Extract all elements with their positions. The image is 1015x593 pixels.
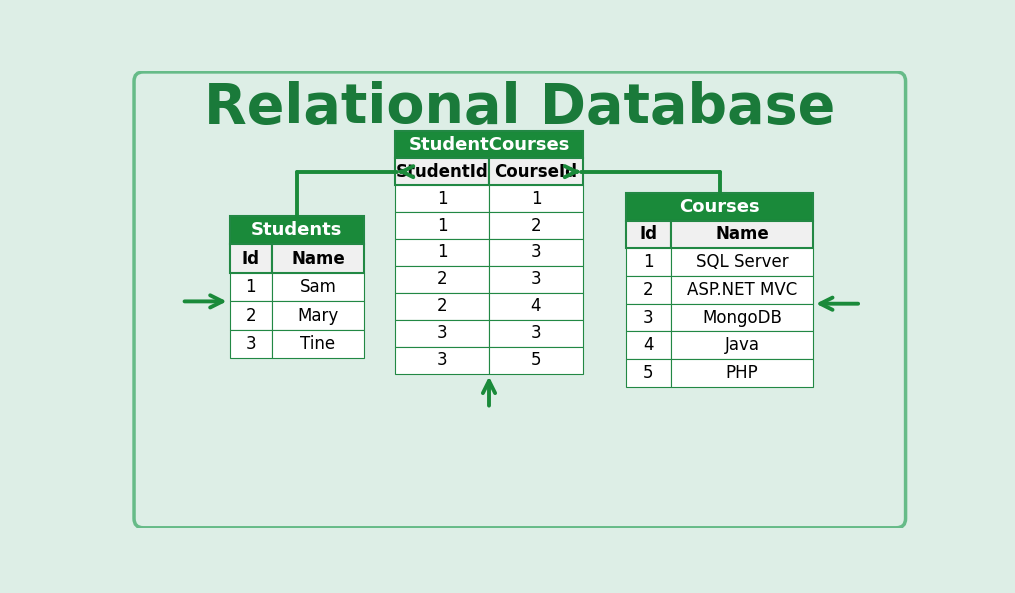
- FancyBboxPatch shape: [626, 331, 671, 359]
- FancyBboxPatch shape: [489, 293, 583, 320]
- FancyBboxPatch shape: [671, 331, 813, 359]
- FancyBboxPatch shape: [626, 359, 671, 387]
- FancyBboxPatch shape: [489, 320, 583, 347]
- Text: MongoDB: MongoDB: [702, 308, 782, 327]
- Text: SQL Server: SQL Server: [695, 253, 789, 271]
- FancyBboxPatch shape: [671, 359, 813, 387]
- Text: 2: 2: [436, 298, 448, 315]
- FancyBboxPatch shape: [395, 293, 489, 320]
- Text: 1: 1: [644, 253, 654, 271]
- Text: 1: 1: [246, 278, 256, 296]
- FancyBboxPatch shape: [671, 276, 813, 304]
- FancyBboxPatch shape: [671, 248, 813, 276]
- Text: 1: 1: [436, 216, 448, 235]
- Text: 2: 2: [246, 307, 256, 324]
- Text: Courses: Courses: [679, 197, 760, 216]
- FancyBboxPatch shape: [229, 216, 364, 244]
- Text: Name: Name: [291, 250, 345, 267]
- Text: Java: Java: [725, 336, 759, 354]
- Text: 2: 2: [531, 216, 541, 235]
- Text: 3: 3: [531, 270, 541, 288]
- Text: Tine: Tine: [300, 335, 336, 353]
- FancyBboxPatch shape: [229, 301, 272, 330]
- FancyBboxPatch shape: [134, 72, 905, 528]
- Text: 4: 4: [644, 336, 654, 354]
- Text: 4: 4: [531, 298, 541, 315]
- Text: Sam: Sam: [299, 278, 337, 296]
- Text: Relational Database: Relational Database: [204, 81, 835, 135]
- Text: 2: 2: [644, 281, 654, 299]
- Text: ASP.NET MVC: ASP.NET MVC: [687, 281, 797, 299]
- Text: Id: Id: [242, 250, 260, 267]
- FancyBboxPatch shape: [395, 239, 489, 266]
- FancyBboxPatch shape: [489, 158, 583, 185]
- FancyBboxPatch shape: [229, 273, 272, 301]
- Text: 3: 3: [531, 324, 541, 342]
- FancyBboxPatch shape: [626, 304, 671, 331]
- FancyBboxPatch shape: [671, 304, 813, 331]
- Text: PHP: PHP: [726, 364, 758, 382]
- FancyBboxPatch shape: [626, 276, 671, 304]
- FancyBboxPatch shape: [272, 244, 364, 273]
- FancyBboxPatch shape: [626, 193, 813, 221]
- FancyBboxPatch shape: [671, 221, 813, 248]
- Text: 3: 3: [436, 351, 448, 369]
- Text: 5: 5: [531, 351, 541, 369]
- Text: StudentId: StudentId: [396, 162, 488, 181]
- FancyBboxPatch shape: [395, 158, 489, 185]
- Text: Students: Students: [251, 221, 343, 239]
- Text: 1: 1: [531, 190, 541, 208]
- Text: 3: 3: [246, 335, 256, 353]
- FancyBboxPatch shape: [626, 248, 671, 276]
- Text: StudentCourses: StudentCourses: [408, 136, 569, 154]
- Text: 5: 5: [644, 364, 654, 382]
- Text: 1: 1: [436, 190, 448, 208]
- Text: Mary: Mary: [297, 307, 339, 324]
- FancyBboxPatch shape: [395, 131, 583, 158]
- FancyBboxPatch shape: [272, 301, 364, 330]
- FancyBboxPatch shape: [489, 266, 583, 293]
- Text: 3: 3: [531, 244, 541, 262]
- FancyBboxPatch shape: [489, 185, 583, 212]
- Text: Id: Id: [639, 225, 658, 243]
- Text: 3: 3: [644, 308, 654, 327]
- Text: Name: Name: [716, 225, 768, 243]
- FancyBboxPatch shape: [272, 330, 364, 358]
- FancyBboxPatch shape: [395, 266, 489, 293]
- FancyBboxPatch shape: [229, 244, 272, 273]
- Text: 1: 1: [436, 244, 448, 262]
- FancyBboxPatch shape: [489, 212, 583, 239]
- FancyBboxPatch shape: [489, 347, 583, 374]
- FancyBboxPatch shape: [395, 212, 489, 239]
- FancyBboxPatch shape: [272, 273, 364, 301]
- FancyBboxPatch shape: [395, 347, 489, 374]
- FancyBboxPatch shape: [395, 320, 489, 347]
- FancyBboxPatch shape: [229, 330, 272, 358]
- FancyBboxPatch shape: [626, 221, 671, 248]
- FancyBboxPatch shape: [395, 185, 489, 212]
- FancyBboxPatch shape: [489, 239, 583, 266]
- Text: 2: 2: [436, 270, 448, 288]
- Text: CourseId: CourseId: [494, 162, 578, 181]
- Text: 3: 3: [436, 324, 448, 342]
